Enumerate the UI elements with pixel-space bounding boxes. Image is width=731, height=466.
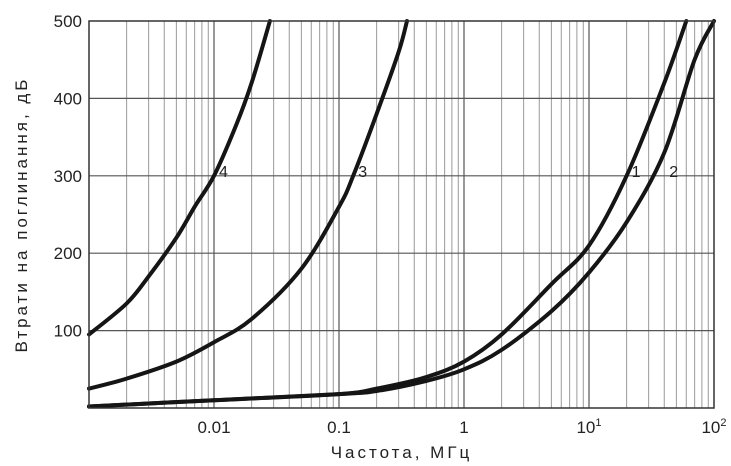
series-layer	[87, 19, 716, 409]
labels-layer: 4 3 1 2	[219, 164, 678, 181]
curve-label-3: 3	[358, 164, 367, 181]
curve-label-1: 1	[632, 164, 641, 181]
x-axis-title: Частота, МГц	[331, 443, 473, 462]
grid	[89, 21, 714, 408]
y-tick-label: 100	[54, 322, 82, 341]
y-tick-label: 500	[54, 12, 82, 31]
y-tick-label: 200	[54, 244, 82, 263]
x-tick-label: 0.1	[327, 418, 351, 437]
x-tick-label: 0.01	[197, 418, 230, 437]
x-tick-label: 101	[576, 417, 601, 437]
y-axis-title: Втрати на поглинання, дБ	[12, 77, 31, 353]
x-tick-label: 102	[701, 417, 726, 437]
ticks-layer: 0.01 0.1 1 101 102 100 200 300 400 500	[54, 12, 727, 437]
curve-label-2: 2	[669, 164, 678, 181]
x-tick-label: 1	[459, 418, 468, 437]
series-line-4	[87, 19, 272, 337]
series-line-2	[87, 19, 716, 409]
y-tick-label: 300	[54, 167, 82, 186]
y-tick-label: 400	[54, 89, 82, 108]
curve-label-4: 4	[219, 164, 228, 181]
series-line-3	[87, 19, 409, 391]
plot-frame	[88, 20, 715, 409]
